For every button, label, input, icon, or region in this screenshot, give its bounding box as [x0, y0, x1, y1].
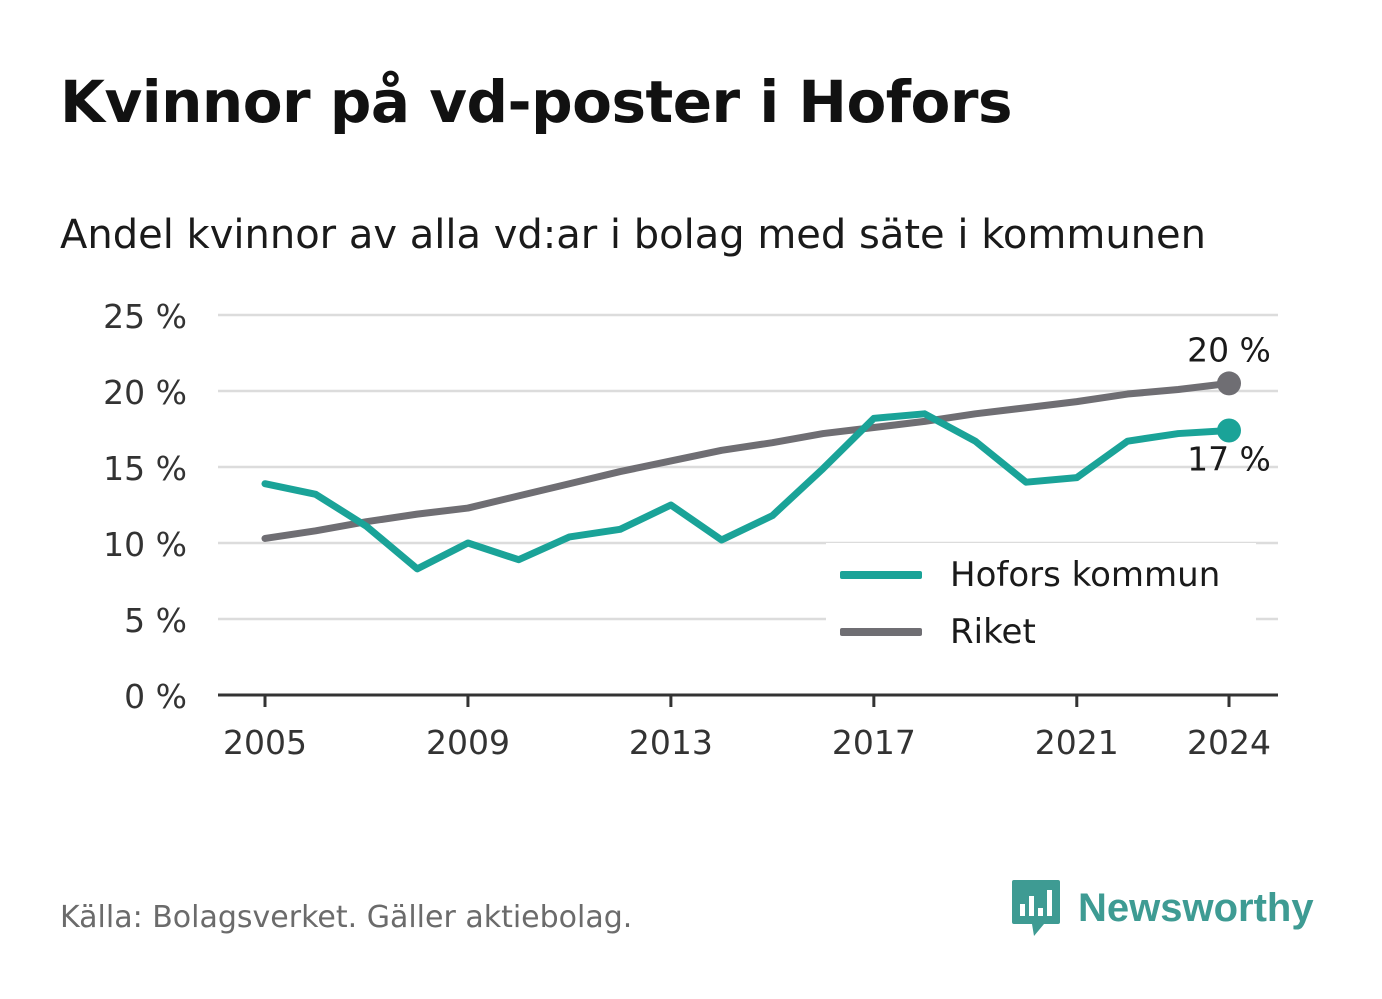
- x-tick-label: 2009: [426, 723, 510, 762]
- x-tick-label: 2021: [1035, 723, 1119, 762]
- brand-name: Newsworthy: [1078, 885, 1314, 930]
- chart-legend: Hofors kommun Riket: [826, 543, 1256, 655]
- chart-subtitle: Andel kvinnor av alla vd:ar i bolag med …: [60, 212, 1206, 258]
- series-line-hofors: [261, 410, 1233, 573]
- y-tick-label: 0 %: [124, 677, 187, 716]
- y-tick-label: 20 %: [103, 373, 187, 412]
- end-point-hofors: [1217, 418, 1241, 443]
- chart-title: Kvinnor på vd-poster i Hofors: [60, 68, 1013, 136]
- legend-label-hofors: Hofors kommun: [950, 555, 1221, 595]
- newsworthy-chart-bubble-icon: [1012, 880, 1060, 936]
- y-tick-label: 10 %: [103, 525, 187, 564]
- y-tick-label: 25 %: [103, 297, 187, 336]
- series-line-riket: [261, 379, 1233, 542]
- x-tick-label: 2017: [832, 723, 916, 762]
- legend-label-riket: Riket: [950, 612, 1036, 652]
- x-tick-label: 2005: [223, 723, 307, 762]
- source-note: Källa: Bolagsverket. Gäller aktiebolag.: [60, 900, 633, 935]
- y-tick-label: 15 %: [103, 449, 187, 488]
- end-label-riket: 20 %: [1187, 330, 1271, 369]
- brand-logo: Newsworthy: [1010, 878, 1314, 938]
- legend-item-riket: Riket: [840, 612, 1036, 652]
- x-tick-label: 2024: [1187, 723, 1271, 762]
- legend-swatch-hofors: [840, 571, 922, 579]
- y-tick-label: 5 %: [124, 601, 187, 640]
- end-point-riket: [1217, 371, 1241, 396]
- legend-item-hofors: Hofors kommun: [840, 555, 1220, 595]
- x-tick-label: 2013: [629, 723, 713, 762]
- end-label-hofors: 17 %: [1187, 440, 1271, 479]
- legend-swatch-riket: [840, 628, 922, 636]
